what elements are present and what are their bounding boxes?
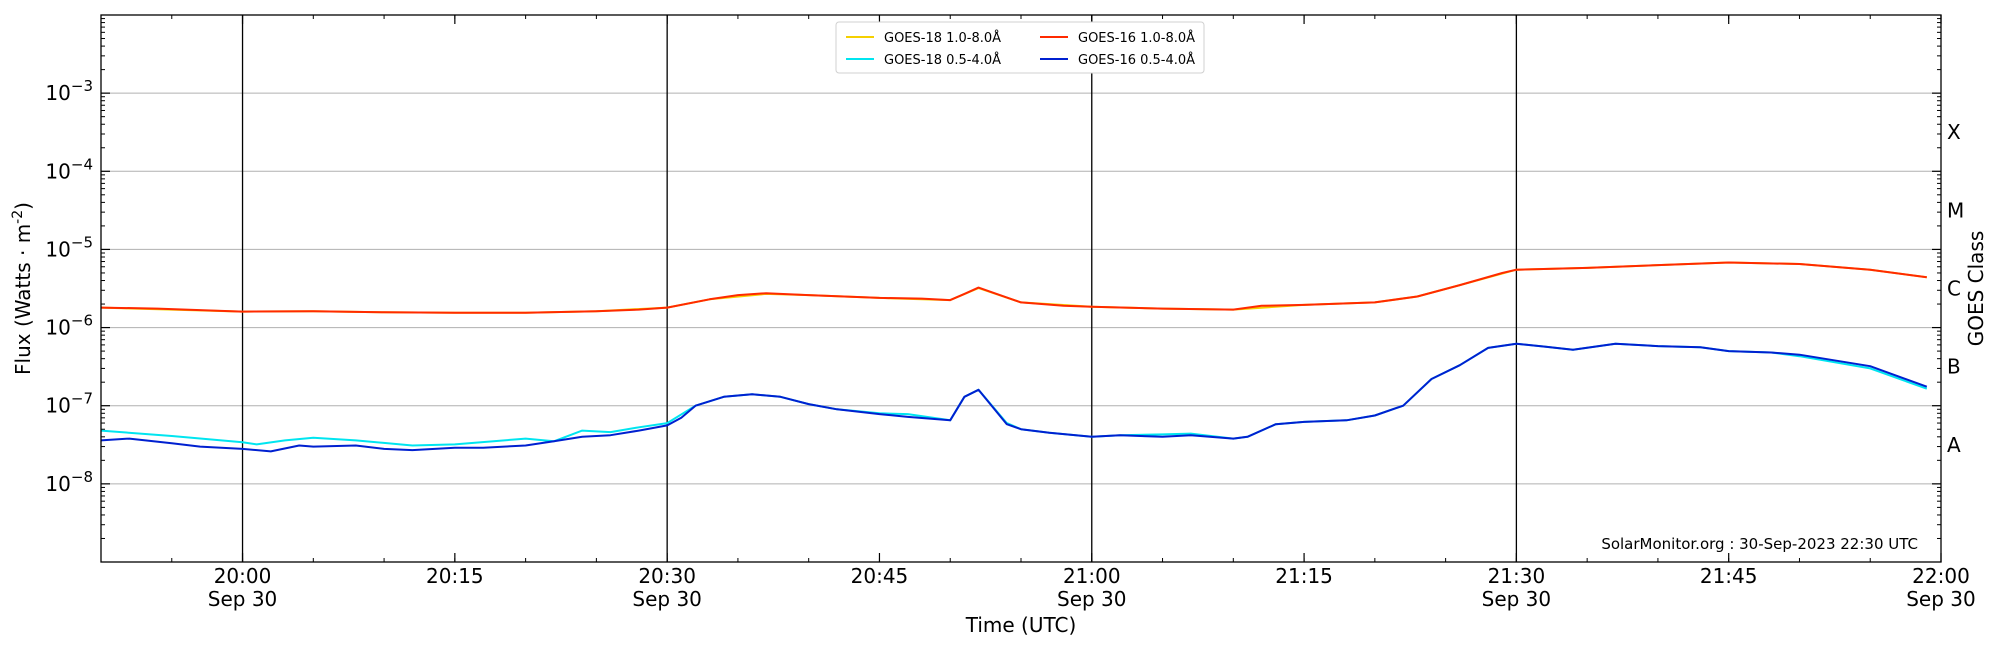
x-tick-label: 20:30 xyxy=(638,564,696,588)
y-tick-label: 10−5 xyxy=(45,233,93,261)
y-tick-label: 10−3 xyxy=(45,77,93,105)
x-tick-date-label: Sep 30 xyxy=(632,587,702,611)
x-tick-label: 21:45 xyxy=(1700,564,1758,588)
goes-class-label: C xyxy=(1947,277,1961,301)
x-tick-label: 20:00 xyxy=(214,564,272,588)
x-tick-date-label: Sep 30 xyxy=(1906,587,1976,611)
x-tick-label: 21:30 xyxy=(1488,564,1546,588)
goes-class-label: X xyxy=(1947,120,1961,144)
legend-entry-label: GOES-16 0.5-4.0Å xyxy=(1078,52,1195,68)
x-tick-label: 21:00 xyxy=(1063,564,1121,588)
series-layer xyxy=(100,261,1928,453)
y-tick-label: 10−7 xyxy=(45,390,93,418)
x-tick-label: 20:15 xyxy=(426,564,484,588)
x-tick-label: 22:00 xyxy=(1912,564,1970,588)
y-tick-label: 10−8 xyxy=(45,468,93,496)
x-tick-date-label: Sep 30 xyxy=(208,587,278,611)
series-line-3 xyxy=(100,342,1928,453)
legend-entry-label: GOES-16 1.0-8.0Å xyxy=(1078,30,1195,46)
y-tick-label: 10−4 xyxy=(45,155,93,183)
legend: GOES-18 1.0-8.0Å GOES-18 0.5-4.0Å GOES-16 … xyxy=(835,21,1205,74)
x-tick-date-label: Sep 30 xyxy=(1057,587,1127,611)
x-tick-date-label: Sep 30 xyxy=(1482,587,1552,611)
goes-class-label: A xyxy=(1947,433,1961,457)
x-tick-label: 21:15 xyxy=(1275,564,1333,588)
goes-class-label: B xyxy=(1947,355,1961,379)
legend-box xyxy=(835,21,1205,74)
grid-layer xyxy=(101,15,1941,562)
axes-layer xyxy=(100,14,1942,563)
x-axis-title: Time (UTC) xyxy=(965,613,1077,637)
legend-entry-label: GOES-18 0.5-4.0Å xyxy=(884,52,1001,68)
y-tick-label: 10−6 xyxy=(45,312,93,340)
right-axis-title: GOES Class xyxy=(1964,231,1988,347)
series-line-1 xyxy=(100,261,1927,314)
goes-class-label: M xyxy=(1947,198,1964,222)
credit-text: SolarMonitor.org : 30-Sep-2023 22:30 UTC xyxy=(1601,535,1918,553)
x-tick-label: 20:45 xyxy=(851,564,909,588)
legend-entry-label: GOES-18 1.0-8.0Å xyxy=(884,30,1001,46)
y-axis-title: Flux (Watts · m-2) xyxy=(10,202,35,375)
